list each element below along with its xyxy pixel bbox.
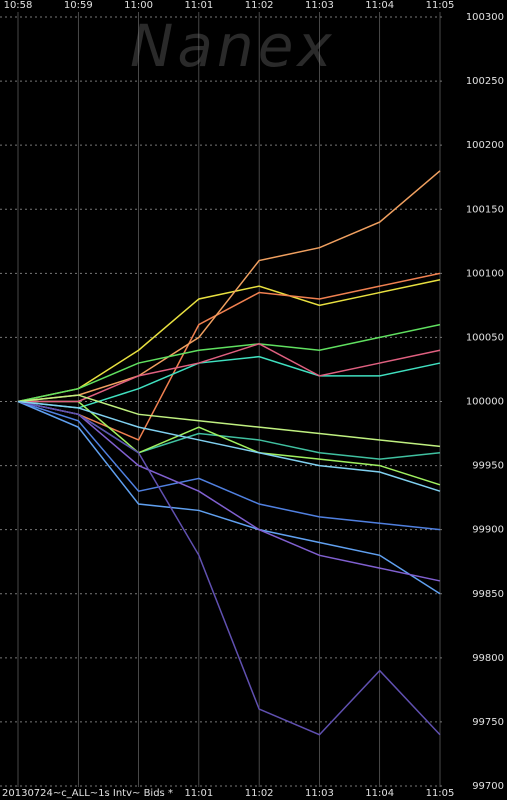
series-line	[17, 170, 441, 403]
series-line	[17, 400, 441, 582]
y-tick-label: 99800	[472, 653, 504, 664]
x-tick-label: 11:04	[365, 0, 394, 11]
y-tick-label: 99750	[472, 717, 504, 728]
y-tick-label: 100250	[466, 76, 504, 87]
y-tick-label: 99850	[472, 589, 504, 600]
y-tick-label: 100200	[466, 140, 504, 151]
x-tick-label: 11:03	[305, 788, 334, 799]
series-line	[17, 279, 441, 403]
x-tick-label: 11:02	[245, 0, 274, 11]
x-tick-label: 11:01	[184, 788, 213, 799]
series-line	[17, 323, 441, 403]
watermark: Nanex	[130, 12, 336, 80]
y-tick-label: 99900	[472, 525, 504, 536]
y-tick-label: 100150	[466, 204, 504, 215]
series-line	[17, 272, 441, 441]
x-tick-label: 11:03	[305, 0, 334, 11]
x-tick-label: 11:05	[426, 788, 455, 799]
x-tick-label: 11:01	[184, 0, 213, 11]
series-line	[18, 400, 441, 486]
y-tick-label: 99950	[472, 461, 504, 472]
series-line	[17, 355, 441, 409]
series-line	[17, 400, 441, 492]
y-tick-label: 99700	[472, 781, 504, 792]
series-line	[17, 400, 441, 531]
series-line	[17, 400, 441, 736]
y-tick-label: 100300	[466, 12, 504, 23]
x-tick-label: 11:02	[245, 788, 274, 799]
y-tick-label: 100100	[466, 268, 504, 279]
y-tick-label: 100000	[466, 397, 504, 408]
x-tick-label: 10:59	[64, 0, 93, 11]
series-line	[17, 400, 441, 595]
series-line	[18, 343, 441, 403]
y-tick-label: 100050	[466, 332, 504, 343]
x-tick-label: 11:05	[426, 0, 455, 11]
subtitle: 20130724~c_ALL~1s Intv~ Bids *	[2, 788, 173, 799]
x-tick-label: 11:00	[124, 0, 153, 11]
x-tick-label: 10:58	[4, 0, 33, 11]
series-line	[17, 394, 441, 448]
x-tick-label: 11:04	[365, 788, 394, 799]
